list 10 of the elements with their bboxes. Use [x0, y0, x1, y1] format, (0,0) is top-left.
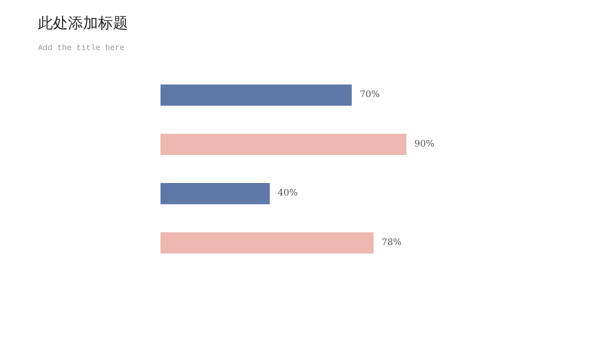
text: Add the title here [38, 43, 124, 54]
chart-title: 此处添加标题 [38, 13, 128, 34]
bar [160, 183, 270, 204]
data-label: 40% [278, 188, 298, 199]
data-label: 78% [382, 238, 402, 248]
bar [160, 134, 406, 155]
bar [160, 84, 352, 106]
data-label: 70% [360, 90, 380, 100]
bar [160, 232, 374, 254]
data-label: 90% [414, 139, 435, 150]
